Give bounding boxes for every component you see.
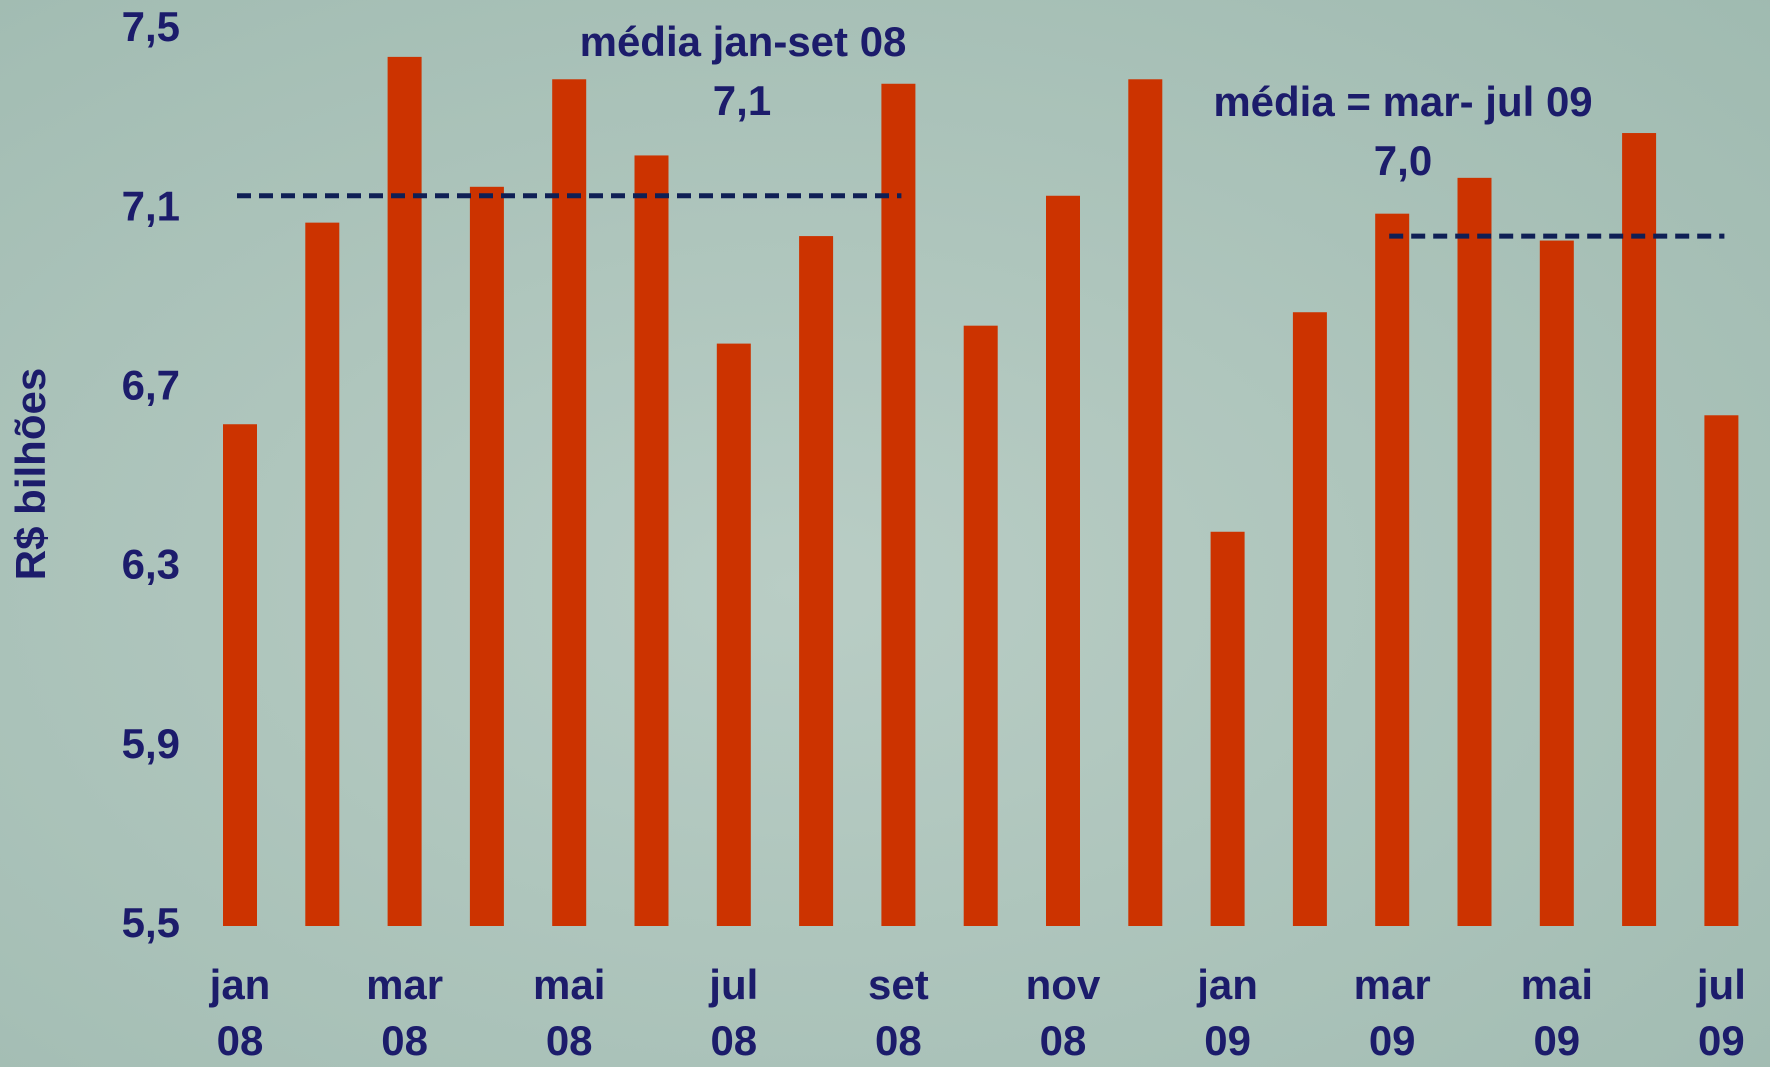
- bar: [963, 325, 998, 926]
- bar: [387, 56, 422, 926]
- y-tick-label: 6,7: [122, 361, 180, 408]
- x-tick-label: set 08: [868, 961, 929, 1064]
- x-tick-label: mar 08: [366, 961, 443, 1064]
- annotation-value: 7,1: [713, 77, 771, 124]
- x-tick-label: jan 09: [1196, 961, 1258, 1064]
- bar: [305, 222, 340, 926]
- bar: [1292, 312, 1327, 926]
- x-tick-label: mai 09: [1521, 961, 1593, 1064]
- bar: [1375, 213, 1410, 926]
- bar: [552, 79, 587, 926]
- bar: [1622, 133, 1657, 927]
- bar: [1128, 79, 1163, 926]
- bar: [634, 155, 669, 926]
- annotation-label: média jan-set 08: [580, 18, 907, 65]
- x-tick-label: jan 08: [209, 961, 271, 1064]
- x-tick-label: jul 08: [708, 961, 758, 1064]
- bar: [1457, 177, 1492, 927]
- annotation-label: média = mar- jul 09: [1213, 78, 1592, 125]
- bar: [1210, 531, 1245, 926]
- bar: [716, 343, 751, 927]
- y-tick-label: 5,9: [122, 720, 180, 767]
- annotation-value: 7,0: [1374, 137, 1432, 184]
- bar: [223, 424, 257, 926]
- x-tick-label: jul 09: [1696, 961, 1746, 1064]
- y-tick-label: 7,1: [122, 182, 180, 229]
- y-tick-label: 6,3: [122, 541, 180, 588]
- bar: [469, 186, 504, 927]
- y-tick-label: 7,5: [122, 3, 180, 50]
- y-tick-label: 5,5: [122, 899, 180, 946]
- bar: [1704, 415, 1739, 926]
- x-tick-label: nov 08: [1026, 961, 1101, 1064]
- x-tick-label: mar 09: [1354, 961, 1431, 1064]
- bar: [799, 236, 834, 926]
- bar: [1539, 240, 1574, 926]
- bar: [1046, 195, 1080, 926]
- bar: [881, 83, 916, 926]
- y-axis-title: R$ bilhões: [7, 368, 54, 580]
- x-tick-label: mai 08: [533, 961, 605, 1064]
